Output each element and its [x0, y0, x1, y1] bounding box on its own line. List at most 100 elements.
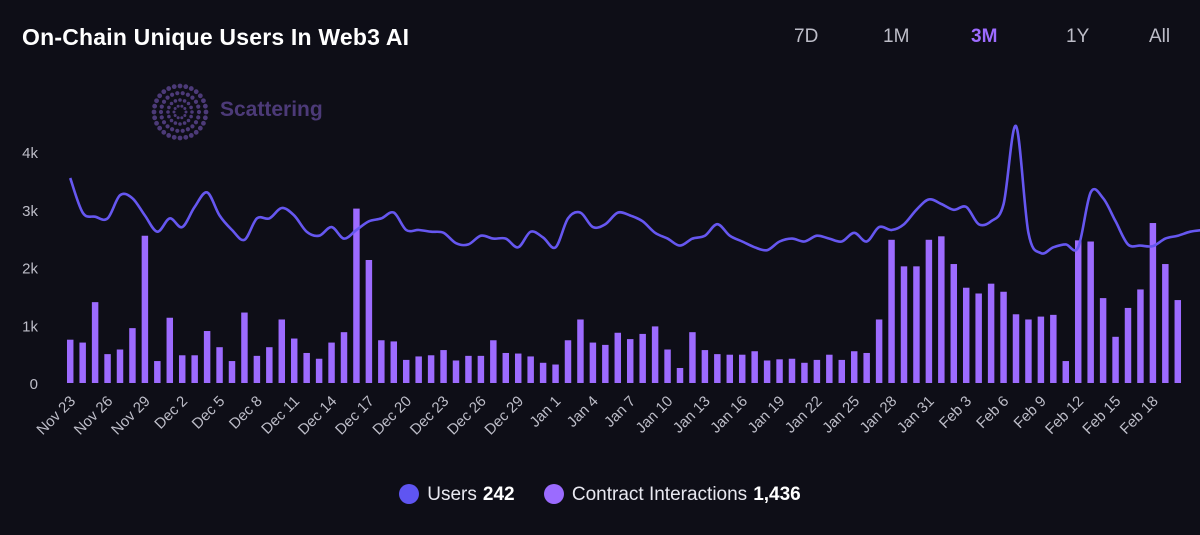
logo-dot — [157, 125, 163, 131]
x-tick-label: Jan 22 — [782, 393, 826, 437]
bar-contract-interactions — [527, 356, 534, 383]
bar-contract-interactions — [502, 352, 510, 383]
bar-contract-interactions — [1074, 240, 1082, 383]
logo-dot — [175, 91, 180, 96]
x-tick-label: Nov 29 — [108, 393, 154, 439]
y-tick-label: 3k — [22, 203, 38, 220]
range-1y-button[interactable]: 1Y — [1066, 26, 1090, 47]
logo-dot — [152, 115, 158, 121]
logo-dot — [197, 125, 203, 131]
x-tick-label: Feb 12 — [1042, 393, 1087, 438]
logo-dot — [172, 110, 176, 114]
bar-contract-interactions — [340, 332, 348, 383]
bar-contract-interactions — [290, 338, 298, 383]
logo-dot — [151, 109, 157, 115]
bar-contract-interactions — [776, 359, 783, 383]
bar-contract-interactions — [278, 319, 286, 383]
bar-contract-interactions — [726, 354, 734, 383]
bar-contract-interactions — [378, 340, 385, 383]
legend-swatch-users — [399, 484, 420, 504]
bar-contract-interactions — [913, 266, 920, 383]
logo-dot — [161, 120, 167, 125]
x-tick-label: Jan 10 — [633, 393, 677, 437]
logo-dot — [182, 99, 187, 103]
bar-contract-interactions — [626, 339, 634, 383]
logo-dot — [161, 129, 167, 135]
bar-contract-interactions — [589, 342, 597, 383]
y-tick-label: 4k — [22, 145, 38, 162]
logo-dot — [183, 84, 189, 90]
legend-value-contract-interactions: 1,436 — [753, 484, 801, 505]
bar-contract-interactions — [863, 352, 870, 383]
logo-dot — [196, 115, 201, 120]
bar-contract-interactions — [66, 339, 74, 383]
x-tick-label: Jan 16 — [707, 393, 751, 437]
logo-dot — [177, 83, 183, 89]
logo-dot — [180, 104, 184, 108]
bar-contract-interactions — [651, 326, 659, 383]
logo-dot — [201, 98, 206, 104]
range-1m-button[interactable]: 1M — [883, 26, 910, 47]
bar-contract-interactions — [701, 350, 709, 383]
bar-contract-interactions — [216, 347, 223, 383]
bar-contract-interactions — [763, 360, 771, 383]
y-tick-label: 0 — [30, 376, 38, 393]
logo-dot — [202, 103, 208, 109]
bar-contract-interactions — [751, 351, 758, 383]
logo-dot — [193, 129, 199, 135]
bar-contract-interactions — [1124, 307, 1132, 383]
x-tick-label: Feb 6 — [973, 393, 1012, 432]
logo-dot — [167, 105, 171, 110]
bar-contract-interactions — [91, 302, 99, 383]
legend-item-users[interactable]: Users 242 — [399, 484, 515, 506]
logo-dot — [173, 99, 178, 103]
logo-dot — [159, 104, 164, 109]
bar-contract-interactions — [1137, 289, 1144, 383]
logo-dot — [188, 133, 194, 138]
logo-dot — [159, 115, 164, 120]
bar-contract-interactions — [1000, 291, 1007, 383]
bar-contract-interactions — [191, 355, 198, 383]
bar-contract-interactions — [514, 353, 522, 383]
range-3m-button[interactable]: 3M — [971, 26, 998, 47]
range-7d-button[interactable]: 7D — [794, 26, 819, 47]
logo-dot — [157, 93, 163, 99]
bar-contract-interactions — [788, 358, 796, 383]
bar-contract-interactions — [676, 367, 684, 383]
logo-dot — [152, 103, 158, 109]
logo-dot — [180, 116, 184, 120]
logo-dot — [165, 95, 170, 100]
bar-contract-interactions — [564, 340, 572, 383]
logo-dot — [203, 109, 209, 115]
chart-title: On-Chain Unique Users In Web3 AI — [22, 24, 410, 50]
legend-label-contract-interactions: Contract Interactions — [571, 484, 748, 505]
x-tick-label: Nov 26 — [71, 393, 117, 439]
chart-legend: Users 242 Contract Interactions 1,436 — [0, 484, 1200, 506]
bar-contract-interactions — [328, 342, 335, 383]
legend-item-contract-interactions[interactable]: Contract Interactions 1,436 — [543, 484, 801, 506]
logo-dot — [190, 124, 195, 129]
scattering-logo-icon — [151, 83, 209, 141]
logo-dot — [189, 105, 193, 110]
bar-contract-interactions — [888, 239, 895, 383]
bar-contract-interactions — [689, 332, 696, 383]
x-tick-label: Dec 29 — [481, 393, 527, 439]
x-tick-label: Jan 13 — [670, 393, 714, 437]
bar-contract-interactions — [141, 235, 149, 383]
x-tick-label: Dec 17 — [332, 393, 378, 439]
logo-dot — [183, 106, 187, 110]
bar-contract-interactions — [104, 354, 111, 383]
logo-dot — [180, 91, 185, 96]
range-all-button[interactable]: All — [1149, 26, 1171, 47]
bar-contract-interactions — [602, 344, 609, 383]
bar-contract-interactions — [813, 359, 821, 383]
bar-contract-interactions — [875, 319, 883, 383]
bar-contract-interactions — [116, 349, 124, 383]
bar-contract-interactions — [1050, 314, 1057, 383]
logo-dot — [190, 95, 195, 100]
logo-dot — [185, 127, 190, 132]
logo-dot — [186, 101, 191, 106]
logo-dot — [180, 128, 185, 133]
x-tick-label: Dec 14 — [295, 393, 341, 439]
logo-dot — [165, 124, 170, 129]
